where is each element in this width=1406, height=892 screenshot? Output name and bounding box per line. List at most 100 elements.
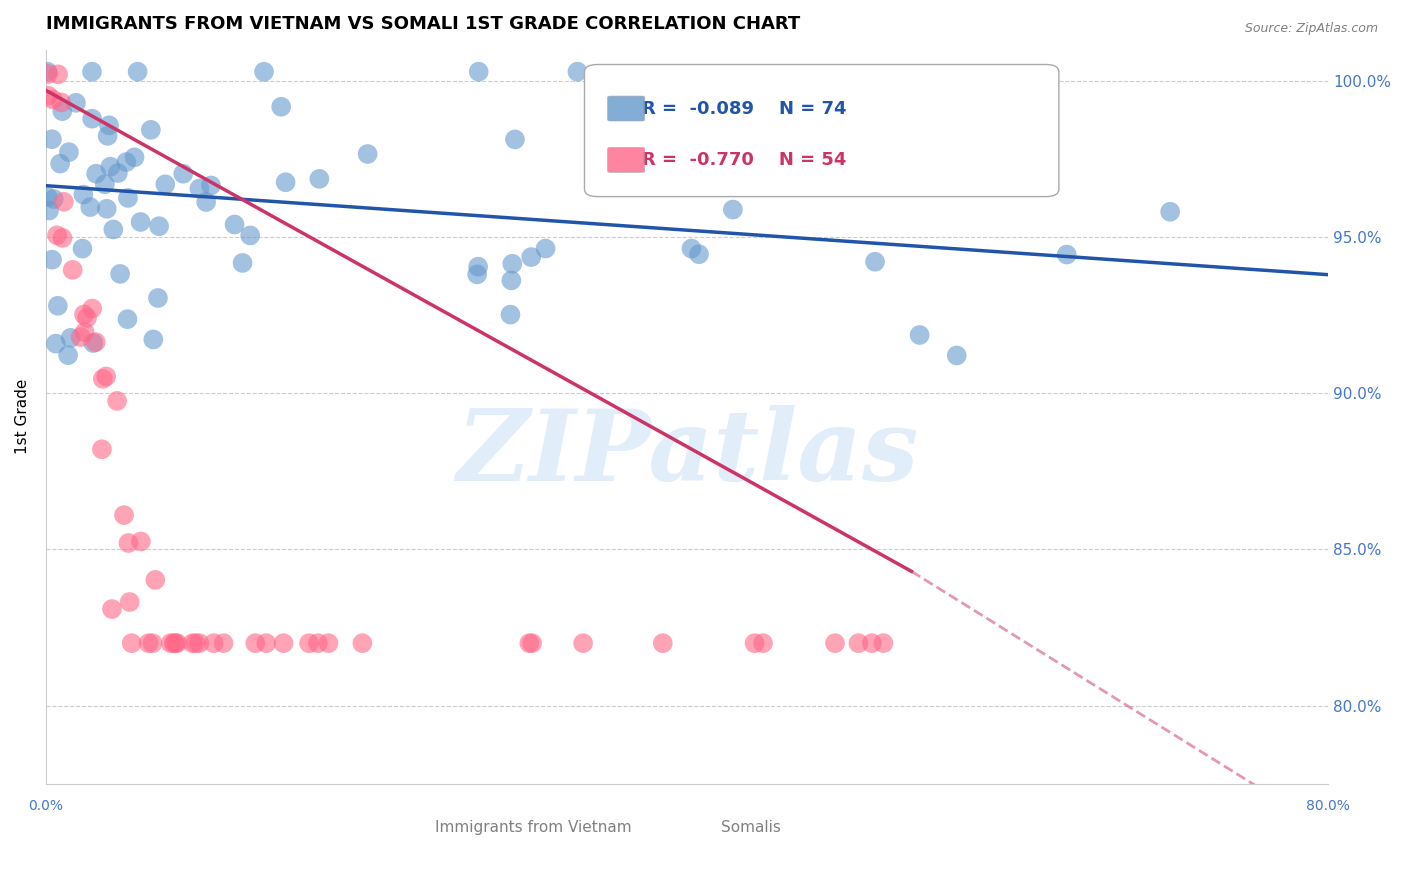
Point xyxy=(467,260,489,274)
Point xyxy=(65,95,87,110)
Point xyxy=(572,636,595,650)
Point xyxy=(318,636,340,650)
Point xyxy=(51,231,73,245)
Point xyxy=(274,175,297,189)
Point xyxy=(73,308,96,322)
Point xyxy=(69,330,91,344)
Point xyxy=(127,64,149,78)
Point xyxy=(254,636,277,650)
Point xyxy=(155,178,177,192)
Point xyxy=(46,67,69,81)
Point xyxy=(159,636,181,650)
Point xyxy=(37,67,59,81)
Point xyxy=(224,218,246,232)
Point xyxy=(863,254,886,268)
Point xyxy=(744,636,766,650)
Point xyxy=(58,145,80,160)
Point xyxy=(165,636,187,650)
Point xyxy=(499,308,522,322)
Point xyxy=(860,636,883,650)
Point xyxy=(143,573,166,587)
Point xyxy=(519,636,541,650)
Point xyxy=(72,242,94,256)
Point xyxy=(139,123,162,137)
Point xyxy=(824,636,846,650)
Point xyxy=(501,273,523,287)
Point xyxy=(124,150,146,164)
Point xyxy=(45,336,67,351)
Point xyxy=(520,250,543,264)
Point xyxy=(503,132,526,146)
Point xyxy=(200,178,222,193)
Text: ZIPatlas: ZIPatlas xyxy=(456,405,918,501)
Point xyxy=(105,393,128,408)
Point xyxy=(37,190,59,204)
Point xyxy=(239,228,262,243)
Point xyxy=(166,636,188,650)
Point xyxy=(41,252,63,267)
Point xyxy=(534,242,557,256)
Point xyxy=(273,636,295,650)
Point xyxy=(721,202,744,217)
Point xyxy=(188,181,211,195)
Point xyxy=(308,172,330,186)
Point xyxy=(42,92,65,106)
Point xyxy=(41,132,63,146)
Point xyxy=(82,112,104,126)
Point xyxy=(142,333,165,347)
FancyBboxPatch shape xyxy=(585,64,1059,196)
Point xyxy=(73,325,96,339)
Point xyxy=(117,536,139,550)
Point xyxy=(76,311,98,326)
Point xyxy=(51,95,73,110)
Point xyxy=(52,194,75,209)
Point xyxy=(700,121,723,136)
Point xyxy=(352,636,374,650)
Point xyxy=(97,128,120,143)
Text: Somalis: Somalis xyxy=(721,821,782,835)
Point xyxy=(56,348,79,362)
Point xyxy=(465,268,488,282)
Point xyxy=(651,636,673,650)
Point xyxy=(914,111,936,125)
Point xyxy=(46,299,69,313)
Point xyxy=(181,636,204,650)
Point xyxy=(51,104,73,119)
FancyBboxPatch shape xyxy=(607,96,645,121)
Point xyxy=(202,636,225,650)
Point xyxy=(184,636,207,650)
Point xyxy=(121,636,143,650)
Point xyxy=(589,110,612,124)
Point xyxy=(1056,247,1078,261)
Point xyxy=(101,602,124,616)
Text: Immigrants from Vietnam: Immigrants from Vietnam xyxy=(434,821,631,835)
Point xyxy=(82,336,104,351)
Point xyxy=(231,256,253,270)
Point xyxy=(356,147,378,161)
Point xyxy=(212,636,235,650)
Point xyxy=(129,215,152,229)
Point xyxy=(1159,204,1181,219)
Point xyxy=(129,534,152,549)
Text: IMMIGRANTS FROM VIETNAM VS SOMALI 1ST GRADE CORRELATION CHART: IMMIGRANTS FROM VIETNAM VS SOMALI 1ST GR… xyxy=(46,15,800,33)
Point xyxy=(117,191,139,205)
Point xyxy=(148,219,170,234)
Point xyxy=(141,636,163,650)
Text: 80.0%: 80.0% xyxy=(1306,799,1350,814)
Point xyxy=(49,156,72,170)
Point xyxy=(46,228,69,243)
FancyBboxPatch shape xyxy=(633,815,671,840)
Text: Source: ZipAtlas.com: Source: ZipAtlas.com xyxy=(1244,22,1378,36)
Point xyxy=(84,335,107,350)
Text: R =  -0.770    N = 54: R = -0.770 N = 54 xyxy=(643,151,846,169)
Point xyxy=(253,64,276,78)
Point xyxy=(107,166,129,180)
Point xyxy=(188,636,211,650)
Point xyxy=(37,64,59,78)
Point xyxy=(245,636,267,650)
Point xyxy=(307,636,329,650)
Point xyxy=(108,267,131,281)
Point xyxy=(117,312,139,326)
Point xyxy=(90,442,112,457)
Point xyxy=(945,349,967,363)
